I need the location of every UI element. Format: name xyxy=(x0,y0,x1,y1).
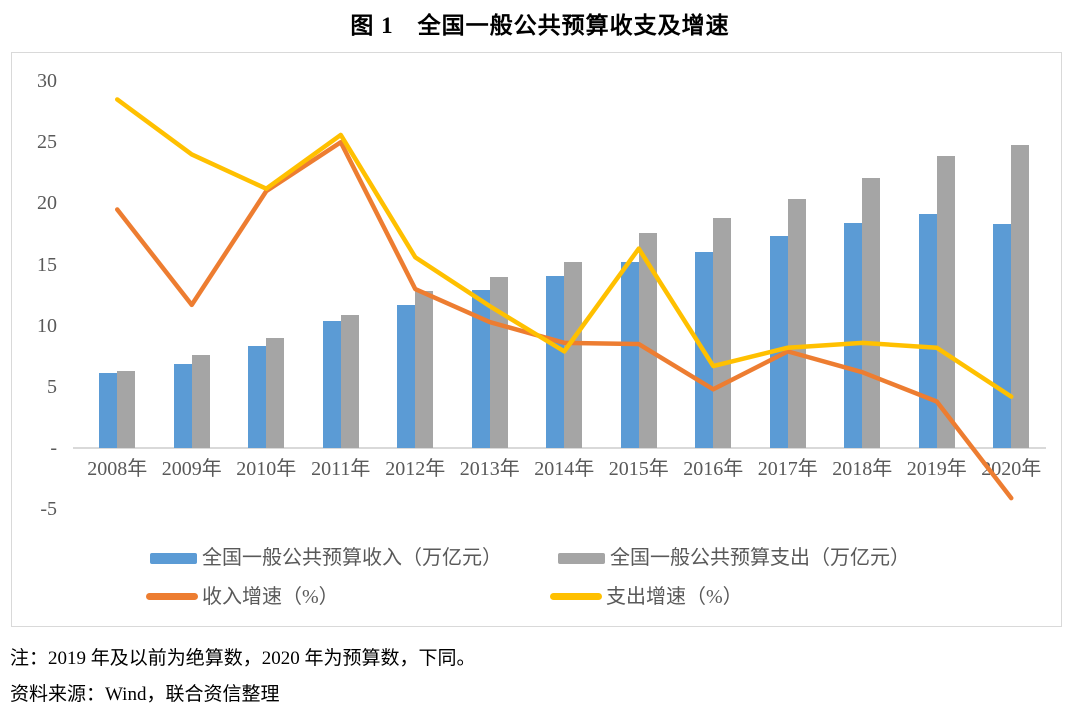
revenue-growth-legend-label: 收入增速（%） xyxy=(202,586,339,608)
chart-frame xyxy=(11,52,1062,627)
revenue-growth-legend-swatch xyxy=(146,593,198,600)
source-line: 资料来源：Wind，联合资信整理 xyxy=(10,684,280,705)
revenue-legend-label: 全国一般公共预算收入（万亿元） xyxy=(202,547,502,569)
note-line: 注：2019 年及以前为绝算数，2020 年为预算数，下同。 xyxy=(10,648,476,669)
expenditure-legend-label: 全国一般公共预算支出（万亿元） xyxy=(610,547,910,569)
chart-title: 图 1 全国一般公共预算收支及增速 xyxy=(350,13,730,38)
expenditure-growth-legend-swatch xyxy=(550,593,602,600)
expenditure-growth-legend-label: 支出增速（%） xyxy=(606,586,743,608)
revenue-legend-swatch xyxy=(150,553,197,564)
expenditure-legend-swatch xyxy=(558,553,605,564)
